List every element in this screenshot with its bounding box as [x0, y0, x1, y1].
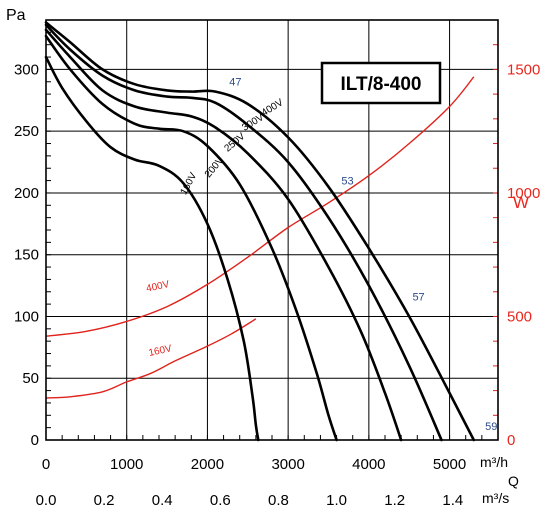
x-tick-label: 5000: [433, 456, 466, 473]
y-right-tick-label: 1000: [507, 185, 540, 202]
title-box: [320, 61, 442, 105]
y-left-tick-label: 200: [14, 185, 39, 202]
x-axis-unit-top: m³/h: [480, 454, 508, 470]
pressure-curve-200v: [44, 34, 338, 442]
noise-level-label: 59: [485, 421, 497, 433]
power-curve-label: 160V: [148, 343, 173, 359]
x-tick-label: 3000: [271, 456, 304, 473]
y-left-axis-label: Pa: [6, 7, 26, 24]
x-secondary-tick-label: 0.6: [210, 492, 231, 509]
x-tick-label: 1000: [110, 456, 143, 473]
pressure-curve-300v: [44, 23, 443, 442]
pressure-curve-label: 200V: [203, 155, 227, 180]
y-left-tick-label: 300: [14, 61, 39, 78]
x-secondary-tick-label: 0.0: [36, 492, 57, 509]
x-secondary-tick-label: 0.2: [94, 492, 115, 509]
x-axis-unit-bottom: m³/s: [482, 490, 509, 506]
y-right-tick-label: 0: [507, 432, 515, 449]
y-left-tick-label: 150: [14, 247, 39, 264]
y-left-tick-labels: 0 50 100 150 200 250 300: [14, 61, 39, 449]
y-left-tick-label: 50: [22, 370, 39, 387]
x-secondary-tick-label: 0.8: [268, 492, 289, 509]
noise-level-label: 53: [341, 175, 353, 187]
x-tick-labels: 0 1000 2000 3000 4000 5000: [42, 456, 466, 473]
pressure-curves: [44, 21, 476, 442]
x-secondary-tick-label: 1.2: [384, 492, 405, 509]
chart-title: ILT/8-400: [341, 74, 422, 95]
plot-frame: [45, 19, 499, 441]
pressure-curve-250v: [44, 28, 403, 442]
x-secondary-tick-label: 1.4: [442, 492, 463, 509]
x-tick-label: 0: [42, 456, 50, 473]
noise-level-label: 57: [412, 291, 424, 303]
y-right-tick-label: 500: [507, 308, 532, 325]
y-left-tick-label: 0: [31, 432, 39, 449]
x-axis-q-label: Q: [508, 473, 519, 489]
y-right-tick-labels: 0 500 1000 1500: [507, 61, 540, 449]
y-right-axis-label: W: [513, 193, 529, 212]
x-tick-label: 4000: [352, 456, 385, 473]
x-secondary-tick-label: 0.4: [152, 492, 173, 509]
y-left-tick-label: 250: [14, 123, 39, 140]
power-curve-160v: [45, 318, 257, 399]
x-secondary-tick-labels: 0.0 0.2 0.4 0.6 0.8 1.0 1.2 1.4: [36, 492, 464, 509]
noise-level-label: 47: [229, 76, 241, 88]
y-left-tick-label: 100: [14, 308, 39, 325]
power-curve-label: 400V: [145, 279, 170, 295]
x-secondary-tick-label: 1.0: [326, 492, 347, 509]
pressure-curve-label: 400V: [260, 97, 286, 119]
pressure-curve-160v: [44, 55, 260, 442]
y-right-tick-label: 1500: [507, 61, 540, 78]
pressure-curve-400v: [44, 21, 476, 442]
x-tick-label: 2000: [191, 456, 224, 473]
